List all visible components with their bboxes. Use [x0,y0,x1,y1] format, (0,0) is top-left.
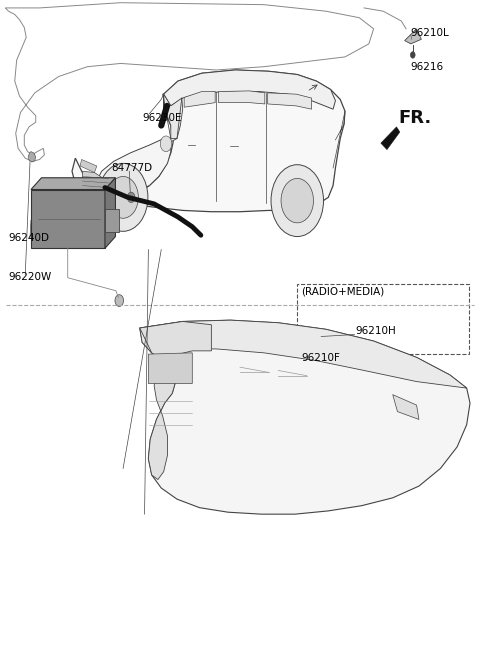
Polygon shape [105,209,119,232]
Circle shape [281,178,313,223]
Polygon shape [83,171,109,190]
Circle shape [108,176,138,218]
Circle shape [410,52,415,58]
Circle shape [127,192,135,203]
Polygon shape [306,329,321,349]
Text: 96210H: 96210H [356,326,396,337]
Circle shape [271,165,324,237]
Polygon shape [393,395,419,419]
Polygon shape [80,159,97,173]
Polygon shape [97,138,171,194]
Polygon shape [28,152,36,162]
Text: 96220W: 96220W [9,272,52,282]
Polygon shape [405,29,421,44]
Polygon shape [218,91,265,104]
Polygon shape [164,70,336,109]
Circle shape [98,163,148,232]
Text: 96240D: 96240D [9,233,49,243]
Text: FR.: FR. [398,109,432,127]
Polygon shape [140,320,470,514]
Polygon shape [105,178,116,249]
Text: 96210F: 96210F [301,353,340,363]
Polygon shape [164,94,183,142]
Polygon shape [184,92,215,107]
Bar [31,190,105,249]
Polygon shape [31,178,116,190]
Circle shape [115,295,123,306]
Polygon shape [381,127,400,150]
Polygon shape [148,353,192,384]
Text: (RADIO+MEDIA): (RADIO+MEDIA) [301,286,384,297]
Text: 96210L: 96210L [411,28,450,38]
Polygon shape [140,320,467,388]
Text: 84777D: 84777D [111,163,152,173]
Text: 96216: 96216 [411,62,444,72]
Circle shape [160,136,172,152]
Text: 96230E: 96230E [142,113,181,123]
Polygon shape [140,321,211,480]
Polygon shape [72,70,345,212]
Polygon shape [268,93,312,109]
